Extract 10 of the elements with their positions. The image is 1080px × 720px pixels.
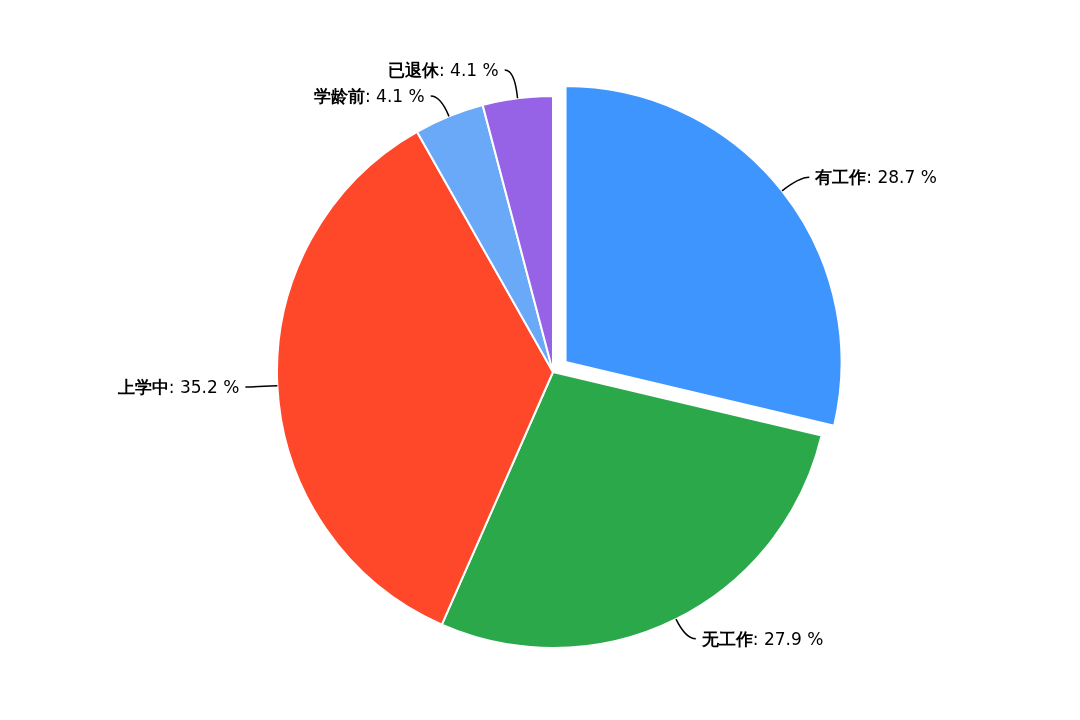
slice-label: 已退休 bbox=[387, 59, 440, 80]
slice-label: 有工作 bbox=[814, 167, 867, 188]
data-label: : 28.7 % bbox=[866, 167, 937, 188]
slice-label: 上学中 bbox=[116, 376, 169, 397]
slice-label: 学龄前 bbox=[313, 85, 365, 106]
slice-label: 无工作 bbox=[700, 628, 753, 649]
data-label: : 4.1 % bbox=[364, 85, 425, 106]
data-label: : 4.1 % bbox=[438, 59, 499, 80]
data-label: : 35.2 % bbox=[168, 376, 240, 397]
data-label: : 27.9 % bbox=[752, 628, 824, 649]
